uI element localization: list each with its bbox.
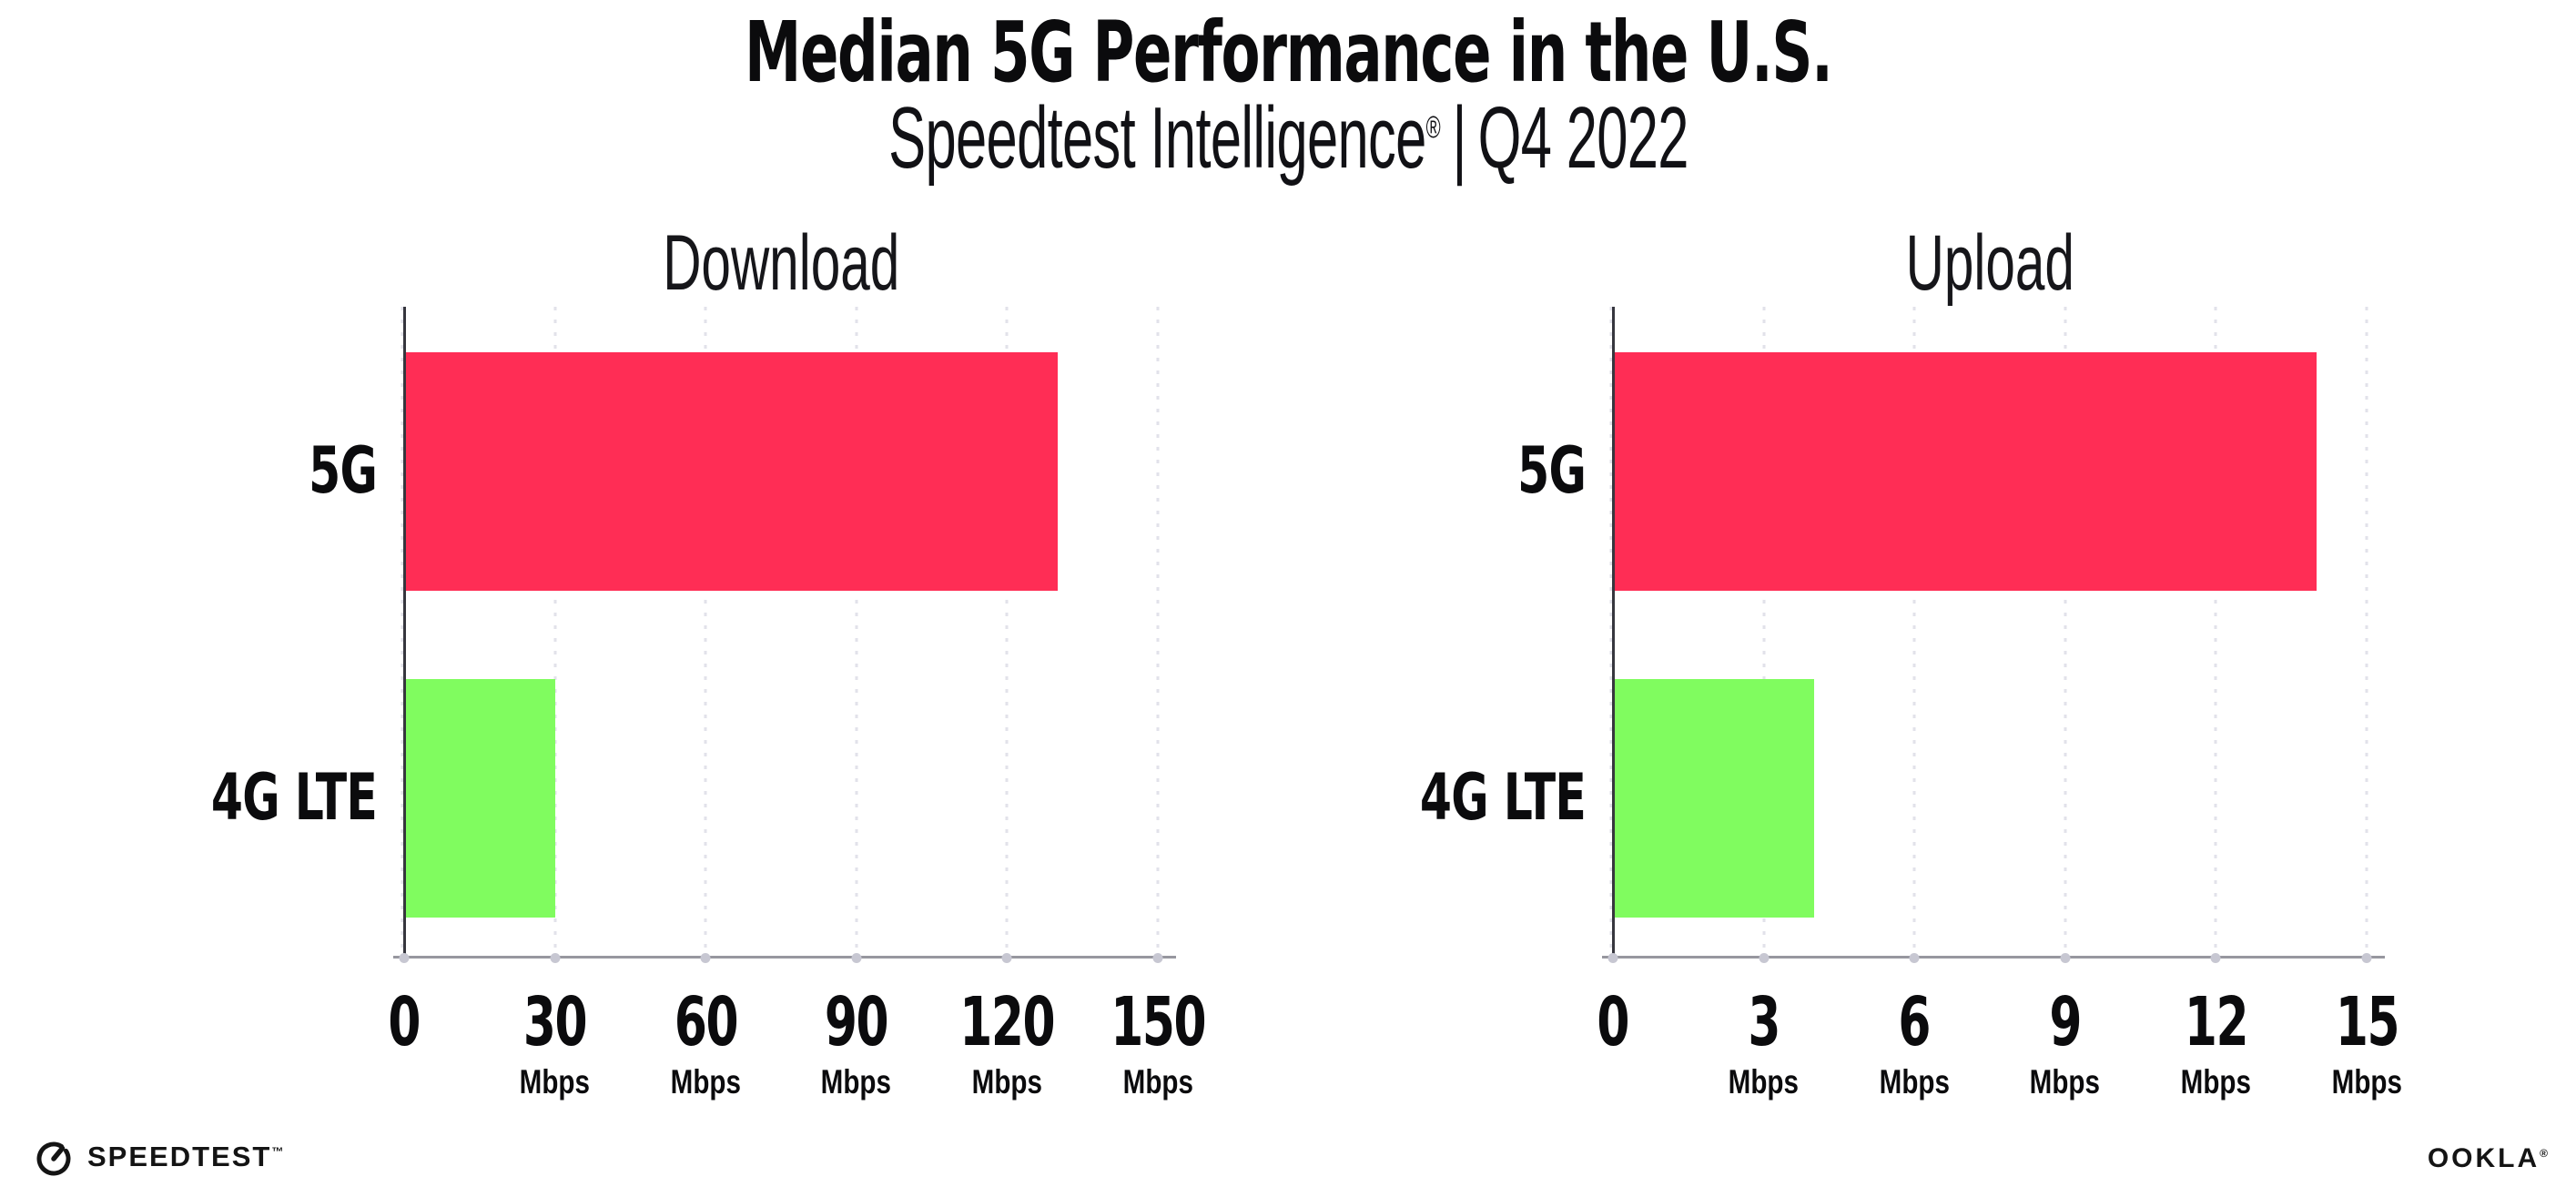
unit-label: Mbps xyxy=(2331,1063,2402,1101)
subtitle-brand: Speedtest Intelligence xyxy=(887,89,1426,187)
page-title-text: Median 5G Performance in the U.S. xyxy=(744,4,1833,101)
download-y-axis-line xyxy=(403,307,406,959)
upload-xtick-15: 15 Mbps xyxy=(2331,983,2402,1101)
subtitle-separator: | xyxy=(1452,89,1466,187)
upload-gridline-15 xyxy=(2365,307,2368,958)
download-chart-title: Download xyxy=(662,219,900,307)
upload-gridline-0 xyxy=(1609,307,1613,958)
speedtest-logo: SPEEDTEST™ xyxy=(33,1136,285,1178)
download-gridline-0 xyxy=(401,307,404,958)
upload-gridline-12 xyxy=(2214,307,2217,958)
upload-category-label-5g: 5G xyxy=(1516,433,1587,508)
unit-label: Mbps xyxy=(670,1063,741,1101)
registered-mark: ® xyxy=(1425,110,1441,145)
trademark-mark: ™ xyxy=(271,1144,286,1159)
upload-bar-4g-lte xyxy=(1613,678,1814,918)
unit-label: Mbps xyxy=(519,1063,591,1101)
download-xtick-90: 90 Mbps xyxy=(821,983,892,1101)
download-gridline-90 xyxy=(855,307,858,958)
upload-x-axis-line xyxy=(1602,956,2385,959)
download-gridline-60 xyxy=(704,307,707,958)
upload-gridline-3 xyxy=(1762,307,1766,958)
unit-label: Mbps xyxy=(2030,1063,2101,1101)
upload-chart-title: Upload xyxy=(1905,219,2074,307)
unit-label: Mbps xyxy=(2180,1063,2252,1101)
unit-label: Mbps xyxy=(821,1063,892,1101)
upload-xtick-6: 6 Mbps xyxy=(1879,983,1950,1101)
download-xtick-120: 120 Mbps xyxy=(959,983,1055,1101)
upload-tick-dot-15 xyxy=(2361,953,2372,963)
ookla-wordmark: OOKLA xyxy=(2427,1143,2541,1173)
unit-label: Mbps xyxy=(971,1063,1043,1101)
download-gridline-120 xyxy=(1005,307,1009,958)
download-tick-dot-150 xyxy=(1152,953,1163,963)
ookla-registered-mark: ® xyxy=(2540,1147,2551,1160)
download-xtick-150: 150 Mbps xyxy=(1111,983,1206,1101)
upload-y-axis-line xyxy=(1612,307,1615,959)
upload-xtick-3: 3 Mbps xyxy=(1728,983,1800,1101)
download-bar-5g xyxy=(404,352,1058,591)
download-tick-dot-0 xyxy=(399,953,410,963)
upload-bar-5g xyxy=(1613,352,2317,591)
upload-plot-area xyxy=(1602,307,2385,963)
upload-tick-dot-12 xyxy=(2210,953,2221,963)
ookla-logo: OOKLA® xyxy=(2428,1143,2551,1174)
unit-label: Mbps xyxy=(1728,1063,1800,1101)
download-tick-dot-120 xyxy=(1001,953,1012,963)
upload-tick-dot-6 xyxy=(1909,953,1920,963)
download-gridline-150 xyxy=(1156,307,1160,958)
page-subtitle: Speedtest Intelligence® | Q4 2022 xyxy=(0,92,2576,185)
upload-tick-dot-0 xyxy=(1607,953,1618,963)
download-tick-dot-60 xyxy=(700,953,711,963)
unit-label: Mbps xyxy=(1879,1063,1950,1101)
upload-gridline-9 xyxy=(2064,307,2067,958)
upload-category-label-4g-lte: 4G LTE xyxy=(1419,760,1587,835)
upload-tick-dot-3 xyxy=(1759,953,1770,963)
page-title: Median 5G Performance in the U.S. xyxy=(0,4,2576,101)
download-gridline-30 xyxy=(553,307,557,958)
upload-x-axis-ticks: 0 3 Mbps 6 Mbps 9 Mbps 12 Mbps 15 Mbps xyxy=(1597,983,2402,1134)
unit-label: Mbps xyxy=(1122,1063,1193,1101)
upload-gridline-6 xyxy=(1912,307,1916,958)
download-category-label-5g: 5G xyxy=(308,433,378,508)
download-xtick-60: 60 Mbps xyxy=(670,983,741,1101)
upload-xtick-9: 9 Mbps xyxy=(2030,983,2101,1101)
download-x-axis-line xyxy=(393,956,1176,959)
download-xtick-30: 30 Mbps xyxy=(519,983,591,1101)
speedtest-wordmark: SPEEDTEST™ xyxy=(87,1141,286,1172)
download-tick-dot-90 xyxy=(851,953,862,963)
speedtest-gauge-icon xyxy=(36,1141,71,1176)
download-tick-dot-30 xyxy=(550,953,561,963)
upload-xtick-12: 12 Mbps xyxy=(2180,983,2252,1101)
upload-tick-dot-9 xyxy=(2060,953,2071,963)
download-bar-4g-lte xyxy=(404,678,555,918)
download-plot-area xyxy=(393,307,1176,963)
download-xtick-0: 0 xyxy=(388,983,421,1061)
download-category-label-4g-lte: 4G LTE xyxy=(210,760,378,835)
upload-xtick-0: 0 xyxy=(1597,983,1630,1061)
subtitle-period: Q4 2022 xyxy=(1477,89,1689,187)
download-x-axis-ticks: 0 30 Mbps 60 Mbps 90 Mbps 120 Mbps 150 M… xyxy=(389,983,1207,1134)
